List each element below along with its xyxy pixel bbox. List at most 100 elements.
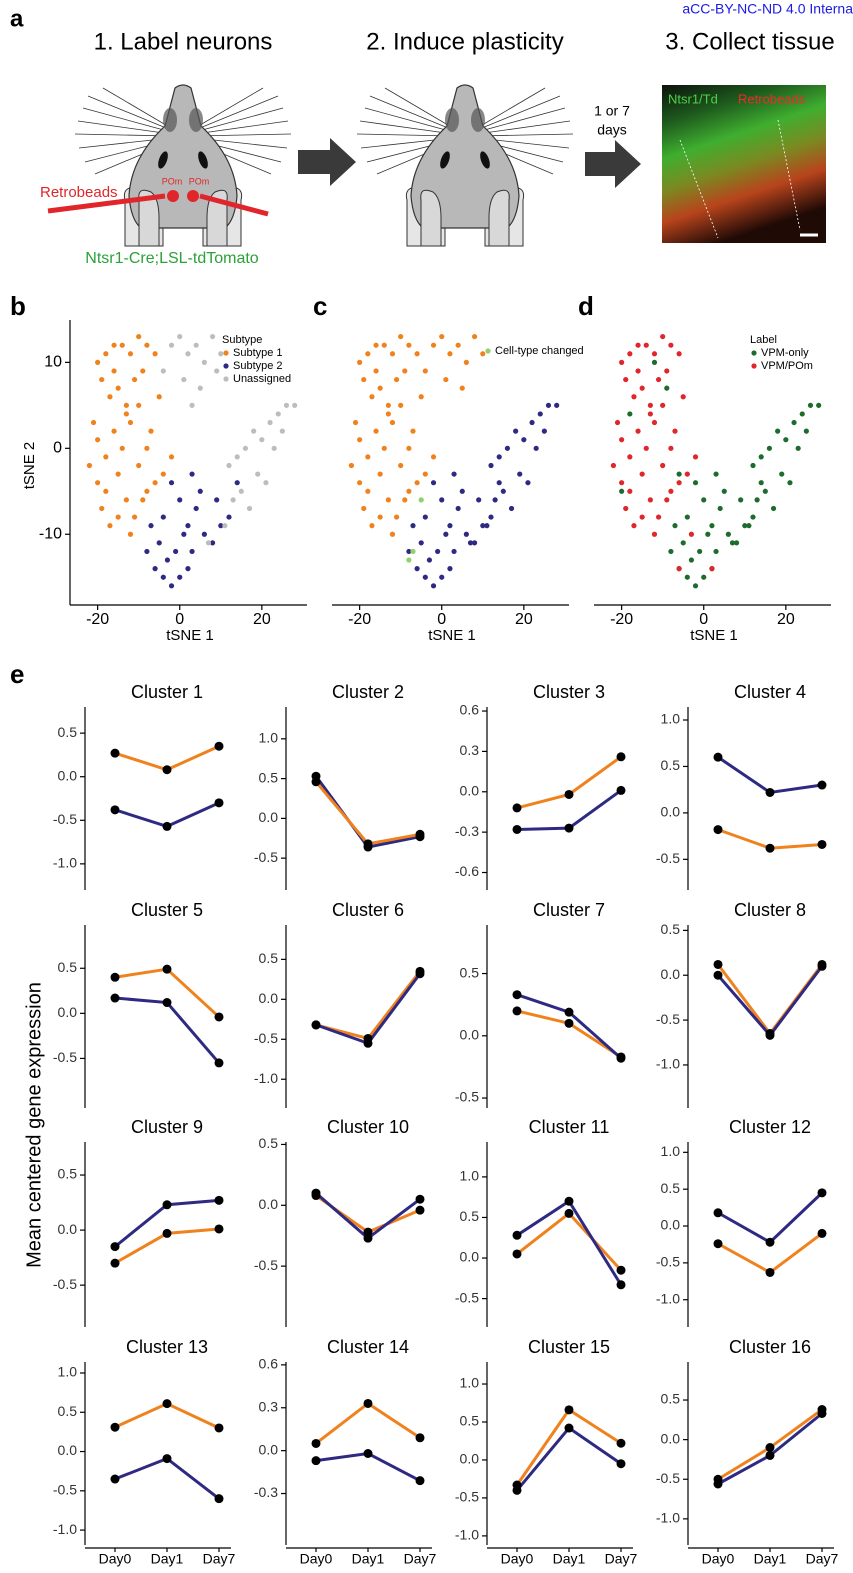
point [664,497,670,503]
point [415,1205,425,1215]
point [742,523,748,529]
point [189,471,195,477]
point [692,583,699,589]
point [713,1208,723,1218]
panel-label: b [10,291,26,321]
image-label: Retrobeads [738,91,806,106]
point [156,540,162,546]
legend-label: Cell-type changed [495,345,584,357]
point [616,1053,626,1063]
point [426,557,433,563]
y-tick-label: 0.5 [460,1208,480,1224]
point [418,394,424,400]
step-title: 2. Induce plasticity [366,28,563,55]
point [512,990,522,1000]
point [197,488,203,494]
y-tick-label: 0.0 [460,782,480,798]
point [214,1195,224,1205]
watermark: aCC-BY-NC-ND 4.0 Interna [682,1,853,17]
point [697,548,703,555]
point [205,540,212,546]
point [564,823,574,833]
y-tick-label: -1.0 [455,1527,479,1543]
point [148,428,154,434]
point [185,523,191,529]
point [365,454,371,460]
mean-line [515,1426,622,1492]
x-tick-label: -20 [610,611,633,628]
point [414,566,420,572]
point [123,402,129,408]
y-tick-label: 0.5 [661,921,681,937]
point [414,351,420,357]
point [369,523,375,529]
point [817,961,827,971]
pom-label: POm [189,176,210,186]
y-tick-label: -1.0 [656,1290,680,1306]
point [713,1239,723,1249]
point [651,531,658,537]
point [410,523,416,529]
x-tick-label: Day7 [605,1551,638,1567]
point [189,548,195,555]
point [500,488,506,494]
point [713,970,723,980]
point [357,359,363,365]
point [564,1196,574,1206]
point [311,1438,321,1448]
point [162,821,172,831]
point [627,454,633,460]
pom-label: POm [162,176,183,186]
y-tick-label: 0.0 [259,1196,279,1212]
point [762,488,768,494]
point [234,454,240,460]
legend-marker [751,363,757,369]
point [95,480,101,486]
point [616,1265,626,1275]
arrow [585,140,641,188]
point [259,437,265,443]
point [267,419,273,426]
y-tick-label: 0.5 [58,1166,78,1182]
point [430,480,437,486]
point [647,411,653,417]
legend-title: Label [750,334,777,346]
point [564,1018,574,1028]
point [103,351,109,357]
point [676,480,682,486]
point [619,437,625,443]
step-title: 3. Collect tissue [665,28,834,55]
point [817,780,827,790]
point [162,964,172,974]
point [817,839,827,849]
point [564,1007,574,1017]
point [775,428,781,434]
y-tick-label: -0.5 [656,850,680,866]
point [373,368,379,374]
x-axis-label: tSNE 1 [690,627,738,644]
point [110,805,120,815]
point [131,514,138,520]
chart-title: Cluster 10 [327,1117,409,1137]
point [692,454,699,460]
legend-label: Subtype 2 [233,360,283,372]
point [643,445,649,451]
point [537,411,543,417]
point [119,445,125,451]
point [357,437,363,443]
mean-line [314,780,421,846]
point [398,462,404,469]
point [136,333,142,340]
point [430,583,437,589]
mean-line [516,1009,622,1059]
point [292,402,298,408]
point [363,1398,373,1408]
point [627,411,633,417]
y-tick-label: 0.0 [661,966,681,982]
point [361,376,367,383]
point [115,514,121,520]
y-axis-label: Mean centered gene expression [23,982,45,1268]
mean-line [315,970,422,1041]
point [214,1494,224,1504]
